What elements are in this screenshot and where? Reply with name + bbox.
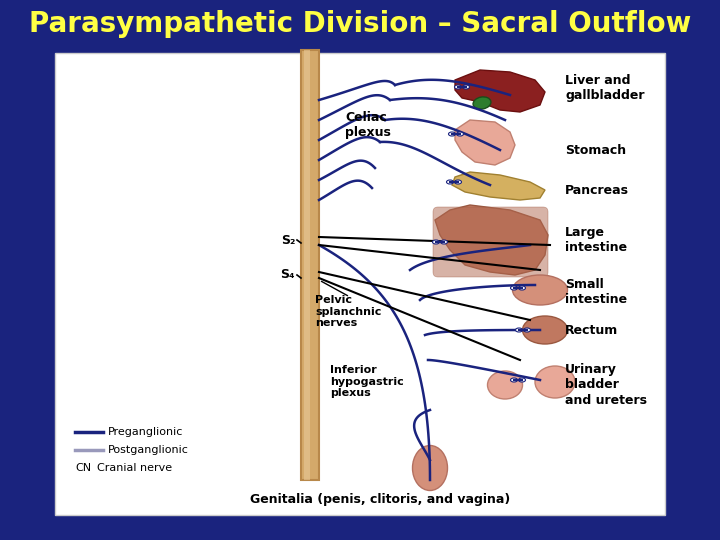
Text: Pelvic
splanchnic
nerves: Pelvic splanchnic nerves (315, 295, 382, 328)
Ellipse shape (487, 371, 523, 399)
Bar (304, 50, 310, 480)
Text: S₂: S₂ (281, 233, 295, 246)
Text: CN: CN (75, 463, 91, 473)
Text: Celiac
plexus: Celiac plexus (345, 111, 391, 139)
Ellipse shape (449, 132, 456, 136)
Polygon shape (452, 172, 545, 200)
Ellipse shape (523, 328, 531, 332)
Bar (301, 50, 319, 480)
Ellipse shape (518, 286, 526, 290)
Text: Cranial nerve: Cranial nerve (97, 463, 172, 473)
Text: S₄: S₄ (281, 268, 295, 281)
Text: Postganglionic: Postganglionic (108, 445, 189, 455)
Bar (55, 53, 665, 515)
Ellipse shape (446, 180, 454, 184)
Text: Small
intestine: Small intestine (565, 278, 627, 306)
Text: Preganglionic: Preganglionic (108, 427, 184, 437)
Ellipse shape (473, 97, 491, 109)
Ellipse shape (513, 275, 567, 305)
Ellipse shape (413, 446, 448, 490)
Ellipse shape (518, 378, 526, 382)
Polygon shape (455, 120, 515, 165)
Text: Rectum: Rectum (565, 323, 618, 336)
Text: Pancreas: Pancreas (565, 184, 629, 197)
Ellipse shape (516, 328, 523, 332)
Text: Inferior
hypogastric
plexus: Inferior hypogastric plexus (330, 365, 404, 398)
Ellipse shape (454, 180, 462, 184)
Text: Urinary
bladder
and ureters: Urinary bladder and ureters (565, 363, 647, 407)
Text: Parasympathetic Division – Sacral Outflow: Parasympathetic Division – Sacral Outflo… (29, 10, 691, 38)
Text: Genitalia (penis, clitoris, and vagina): Genitalia (penis, clitoris, and vagina) (250, 494, 510, 507)
Ellipse shape (441, 240, 448, 244)
Ellipse shape (456, 132, 464, 136)
Ellipse shape (433, 240, 439, 244)
Polygon shape (435, 205, 548, 275)
Text: Liver and
gallbladder: Liver and gallbladder (565, 74, 644, 102)
Ellipse shape (454, 85, 462, 89)
FancyBboxPatch shape (433, 207, 548, 277)
Polygon shape (455, 70, 545, 112)
Text: Stomach: Stomach (565, 144, 626, 157)
Ellipse shape (523, 316, 567, 344)
Text: Large
intestine: Large intestine (565, 226, 627, 254)
Ellipse shape (510, 286, 518, 290)
Ellipse shape (535, 366, 575, 398)
Ellipse shape (462, 85, 469, 89)
Ellipse shape (510, 378, 518, 382)
Bar (0, 0, 720, 50)
